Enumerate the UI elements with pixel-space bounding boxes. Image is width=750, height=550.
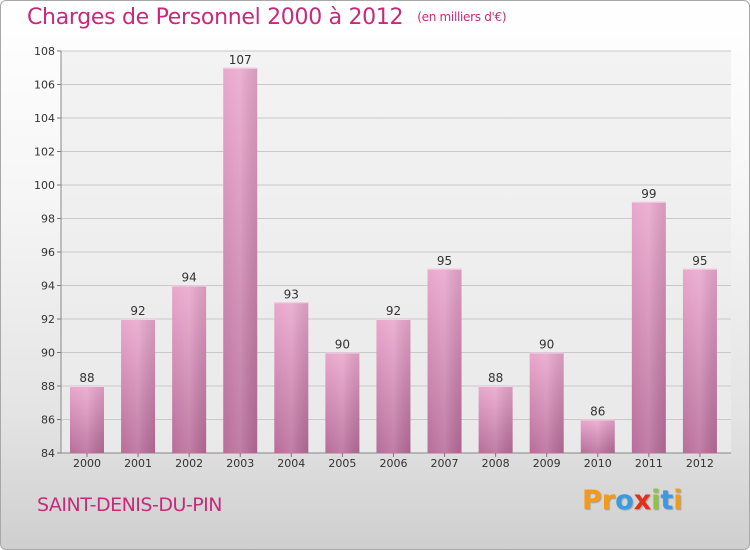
x-tick-label: 2001 xyxy=(124,457,152,470)
x-tick-label: 2003 xyxy=(226,457,254,470)
bar-shade xyxy=(376,319,411,453)
y-tick-label: 84 xyxy=(41,447,55,460)
bar-shade xyxy=(631,201,666,453)
logo-letter: t xyxy=(660,485,674,516)
bar-shade xyxy=(427,268,462,453)
y-tick-label: 108 xyxy=(34,45,55,58)
logo-letter: x xyxy=(633,485,652,516)
data-label: 92 xyxy=(386,304,401,318)
city-name: SAINT-DENIS-DU-PIN xyxy=(37,494,222,516)
x-tick-label: 2006 xyxy=(379,457,407,470)
data-label: 99 xyxy=(641,187,656,201)
bar-shade xyxy=(121,319,156,453)
data-label: 94 xyxy=(182,271,197,285)
bar-shade xyxy=(274,302,309,453)
bar-shade xyxy=(172,285,207,453)
y-tick-label: 104 xyxy=(34,112,55,125)
y-tick-label: 100 xyxy=(34,179,55,192)
bar-shade xyxy=(682,268,717,453)
x-tick-label: 2011 xyxy=(635,457,663,470)
y-tick-label: 90 xyxy=(41,347,55,360)
y-tick-label: 94 xyxy=(41,280,55,293)
data-label: 90 xyxy=(539,338,554,352)
bar-shade xyxy=(223,67,258,453)
data-label: 95 xyxy=(692,254,707,268)
proxiti-logo[interactable]: Proxiti xyxy=(582,485,683,516)
data-label: 88 xyxy=(79,371,94,385)
x-tick-label: 2004 xyxy=(277,457,305,470)
logo-letter: i xyxy=(651,485,661,516)
chart-title-text: Charges de Personnel 2000 à 2012 xyxy=(27,5,404,30)
bar-shade xyxy=(580,419,615,453)
y-tick-label: 102 xyxy=(34,146,55,159)
x-tick-label: 2002 xyxy=(175,457,203,470)
y-tick-label: 96 xyxy=(41,246,55,259)
data-label: 93 xyxy=(284,287,299,301)
y-tick-label: 92 xyxy=(41,313,55,326)
logo-letter: o xyxy=(615,485,634,516)
y-tick-label: 106 xyxy=(34,79,55,92)
logo-letter: P xyxy=(582,485,602,516)
data-label: 107 xyxy=(229,53,252,67)
data-label: 88 xyxy=(488,371,503,385)
data-label: 92 xyxy=(130,304,145,318)
bar-shade xyxy=(529,352,564,453)
x-tick-label: 2007 xyxy=(431,457,459,470)
logo-letter: i xyxy=(673,485,683,516)
x-tick-label: 2009 xyxy=(533,457,561,470)
y-tick-label: 88 xyxy=(41,380,55,393)
bar-shade xyxy=(478,386,513,453)
bar-shade xyxy=(325,352,360,453)
chart-title: Charges de Personnel 2000 à 2012 (en mill… xyxy=(27,5,507,30)
x-tick-label: 2010 xyxy=(584,457,612,470)
x-tick-label: 2008 xyxy=(482,457,510,470)
bar-shade xyxy=(70,386,104,453)
y-tick-label: 98 xyxy=(41,213,55,226)
logo-letter: r xyxy=(601,485,616,516)
y-tick-label: 86 xyxy=(41,414,55,427)
data-label: 95 xyxy=(437,254,452,268)
x-tick-label: 2005 xyxy=(328,457,356,470)
data-label: 90 xyxy=(335,338,350,352)
x-tick-label: 2012 xyxy=(686,457,714,470)
chart-subtitle: (en milliers d'€) xyxy=(417,10,507,24)
data-label: 86 xyxy=(590,405,605,419)
x-tick-label: 2000 xyxy=(73,457,101,470)
